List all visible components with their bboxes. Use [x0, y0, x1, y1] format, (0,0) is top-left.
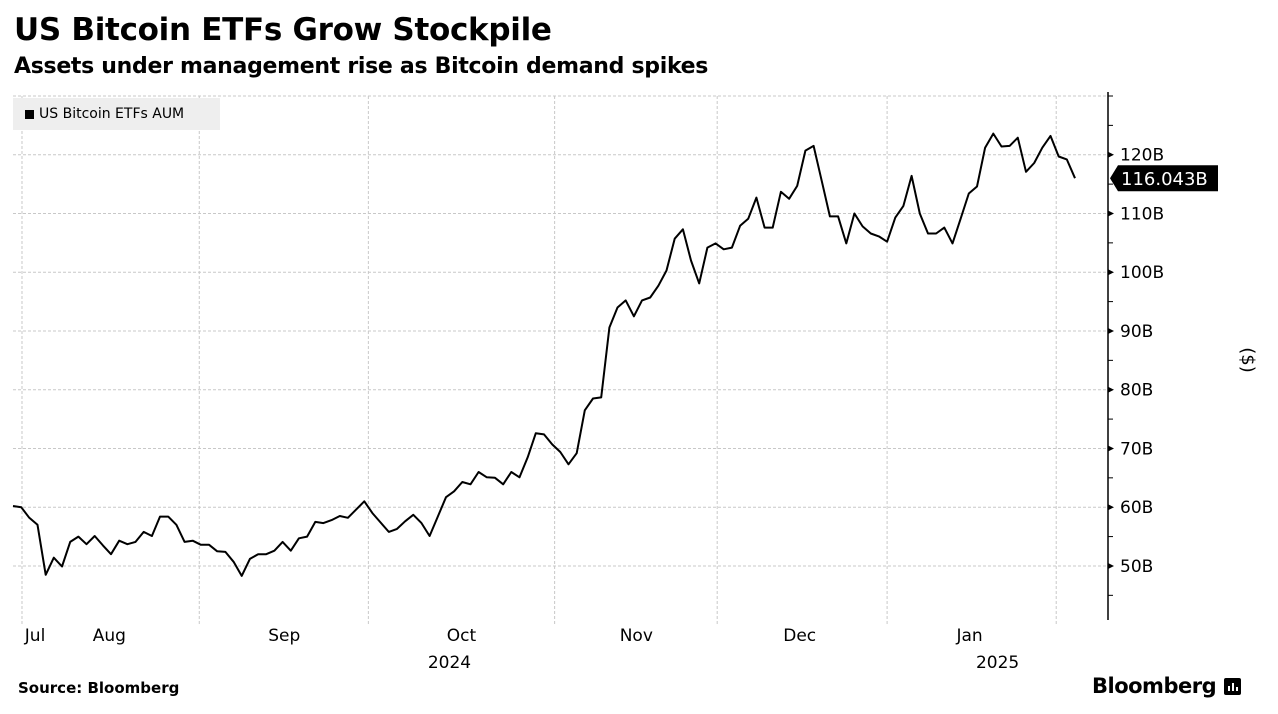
y-tick-label: 110B: [1120, 204, 1164, 224]
y-tick-mark: [1108, 210, 1114, 217]
y-tick-label: 120B: [1120, 146, 1164, 166]
chart-subtitle: Assets under management rise as Bitcoin …: [14, 54, 709, 79]
bloomberg-logo: Bloomberg: [1092, 674, 1242, 698]
bloomberg-chart-icon: [1224, 677, 1242, 695]
legend: US Bitcoin ETFs AUM: [13, 98, 220, 130]
legend-label: US Bitcoin ETFs AUM: [39, 106, 185, 122]
x-tick-label: Oct: [447, 626, 477, 646]
chart-title: US Bitcoin ETFs Grow Stockpile: [14, 12, 552, 48]
legend-swatch: [25, 109, 34, 119]
y-tick-label: 80B: [1120, 381, 1153, 401]
x-tick-label: Aug: [93, 626, 126, 646]
x-tick-label: Nov: [620, 626, 653, 646]
y-tick-label: 60B: [1120, 498, 1153, 518]
y-tick-mark: [1108, 327, 1114, 334]
y-tick-label: 100B: [1120, 263, 1164, 283]
y-tick-mark: [1108, 386, 1114, 393]
last-value-label: 116.043B: [1121, 169, 1208, 190]
x-year-label: 2025: [976, 653, 1019, 673]
y-tick-label: 50B: [1120, 557, 1153, 577]
x-tick-label: Dec: [783, 626, 816, 646]
logo-text: Bloomberg: [1092, 674, 1217, 698]
last-value-tag: [1110, 165, 1218, 192]
y-tick-label: 90B: [1120, 322, 1153, 342]
y-tick-mark: [1108, 151, 1114, 158]
y-axis-label: ($): [1237, 347, 1258, 373]
x-tick-label: Jan: [956, 626, 983, 646]
x-year-label: 2024: [428, 653, 471, 673]
y-tick-mark: [1108, 562, 1114, 569]
source-note: Source: Bloomberg: [18, 679, 180, 697]
x-tick-label: Sep: [268, 626, 300, 646]
series-line-us-bitcoin-etfs-aum: [12, 132, 1076, 577]
y-tick-mark: [1108, 504, 1114, 511]
y-tick-label: 70B: [1120, 439, 1153, 459]
y-tick-mark: [1108, 445, 1114, 452]
y-tick-mark: [1108, 269, 1114, 276]
x-tick-label: Jul: [24, 626, 46, 646]
